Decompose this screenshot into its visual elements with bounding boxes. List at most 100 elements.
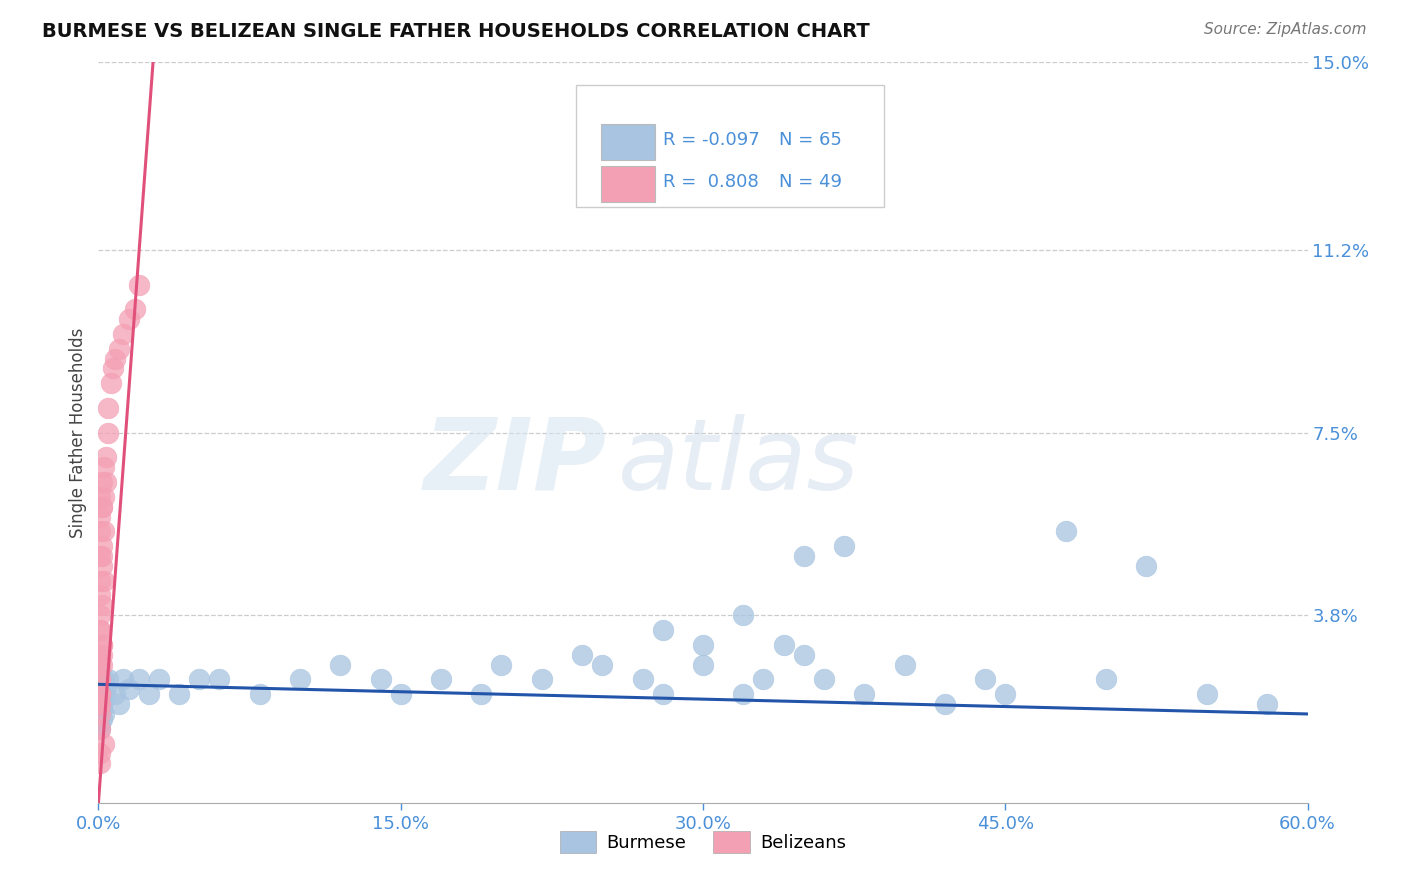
Point bbox=[91, 657, 114, 672]
Point bbox=[1195, 687, 1218, 701]
Text: R =  0.808: R = 0.808 bbox=[664, 173, 759, 192]
Point bbox=[124, 302, 146, 317]
Point bbox=[651, 687, 673, 701]
Point bbox=[1135, 558, 1157, 573]
Point bbox=[370, 673, 392, 687]
FancyBboxPatch shape bbox=[576, 85, 884, 207]
Point bbox=[89, 490, 111, 504]
Point bbox=[167, 687, 190, 701]
Point bbox=[692, 638, 714, 652]
Point bbox=[631, 673, 654, 687]
Point bbox=[89, 697, 111, 711]
Point bbox=[107, 342, 129, 356]
Point bbox=[91, 648, 114, 662]
Point bbox=[91, 539, 114, 553]
Text: BURMESE VS BELIZEAN SINGLE FATHER HOUSEHOLDS CORRELATION CHART: BURMESE VS BELIZEAN SINGLE FATHER HOUSEH… bbox=[42, 22, 870, 41]
Point bbox=[934, 697, 956, 711]
Point bbox=[974, 673, 997, 687]
Point bbox=[89, 623, 111, 637]
Point bbox=[91, 638, 114, 652]
Point bbox=[93, 460, 115, 475]
Point bbox=[89, 722, 111, 736]
Point bbox=[89, 682, 111, 697]
FancyBboxPatch shape bbox=[602, 166, 655, 202]
Point bbox=[430, 673, 453, 687]
Point bbox=[89, 623, 111, 637]
Point bbox=[118, 682, 141, 697]
Point bbox=[89, 702, 111, 716]
Point bbox=[93, 692, 115, 706]
Point bbox=[91, 673, 114, 687]
Point bbox=[89, 687, 111, 701]
Point bbox=[93, 737, 115, 751]
Point bbox=[89, 673, 111, 687]
Point bbox=[118, 312, 141, 326]
Point bbox=[772, 638, 794, 652]
Point bbox=[91, 475, 114, 489]
Point bbox=[733, 687, 755, 701]
Point bbox=[329, 657, 352, 672]
Point bbox=[91, 687, 114, 701]
Point bbox=[93, 706, 115, 721]
Point bbox=[97, 425, 120, 440]
Point bbox=[89, 716, 111, 731]
Point bbox=[89, 673, 111, 687]
Point bbox=[91, 558, 114, 573]
Point bbox=[91, 599, 114, 613]
Point bbox=[793, 648, 815, 662]
Point bbox=[89, 706, 111, 721]
Point bbox=[288, 673, 311, 687]
Point bbox=[89, 574, 111, 588]
Point bbox=[89, 549, 111, 563]
Y-axis label: Single Father Households: Single Father Households bbox=[69, 327, 87, 538]
Point bbox=[994, 687, 1017, 701]
Point bbox=[89, 706, 111, 721]
Point bbox=[752, 673, 775, 687]
Point bbox=[1054, 524, 1077, 539]
Point bbox=[89, 648, 111, 662]
Point bbox=[89, 722, 111, 736]
Point bbox=[91, 702, 114, 716]
Point bbox=[853, 687, 876, 701]
Point bbox=[97, 673, 120, 687]
Point bbox=[148, 673, 170, 687]
Point bbox=[89, 657, 111, 672]
Point bbox=[89, 648, 111, 662]
Text: R = -0.097: R = -0.097 bbox=[664, 131, 759, 149]
Point bbox=[1095, 673, 1118, 687]
Point bbox=[111, 326, 134, 341]
Point bbox=[470, 687, 492, 701]
Point bbox=[491, 657, 513, 672]
Text: ZIP: ZIP bbox=[423, 414, 606, 511]
Point bbox=[138, 687, 160, 701]
Point bbox=[692, 657, 714, 672]
Point bbox=[188, 673, 211, 687]
Point bbox=[89, 687, 111, 701]
Point bbox=[893, 657, 915, 672]
Point bbox=[91, 500, 114, 514]
Point bbox=[89, 747, 111, 761]
Point bbox=[91, 712, 114, 726]
Point bbox=[832, 539, 855, 553]
Point bbox=[89, 687, 111, 701]
Point bbox=[89, 524, 111, 539]
Point bbox=[103, 351, 125, 366]
Point bbox=[89, 697, 111, 711]
Point bbox=[91, 638, 114, 652]
Point bbox=[101, 361, 124, 376]
Point bbox=[91, 549, 114, 563]
Point bbox=[89, 608, 111, 623]
Point bbox=[128, 277, 150, 292]
Point bbox=[91, 697, 114, 711]
Point bbox=[128, 673, 150, 687]
Point bbox=[93, 687, 115, 701]
Point bbox=[89, 589, 111, 603]
Point bbox=[103, 687, 125, 701]
Point bbox=[530, 673, 553, 687]
Point bbox=[89, 673, 111, 687]
Point bbox=[89, 509, 111, 524]
Point bbox=[93, 574, 115, 588]
Point bbox=[813, 673, 835, 687]
Point bbox=[96, 475, 118, 489]
Point bbox=[93, 673, 115, 687]
